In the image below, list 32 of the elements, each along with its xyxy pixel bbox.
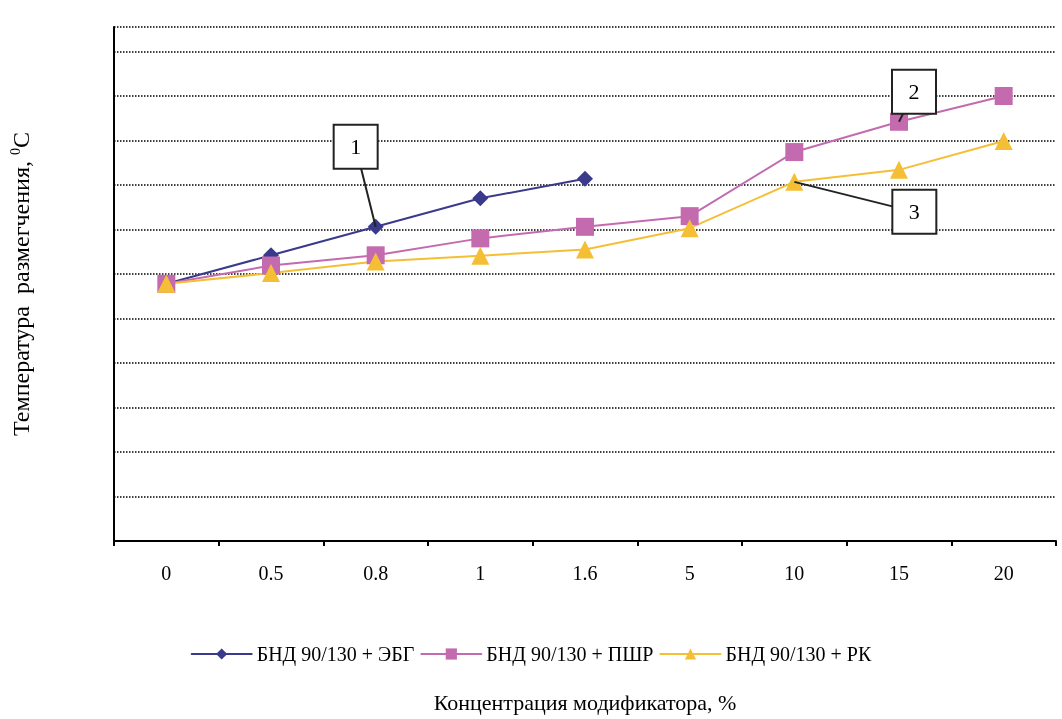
point <box>785 172 804 191</box>
legend-label: БНД 90/130 + ЭБГ <box>256 643 415 666</box>
x-tick-label: 1 <box>475 562 486 584</box>
legend-label: БНД 90/130 + ПШР <box>486 643 654 666</box>
x-tick-label: 15 <box>889 562 909 584</box>
legend-label: БНД 90/130 + РК <box>725 643 872 666</box>
x-tick-label: 0.8 <box>363 562 389 584</box>
x-axis-title: Концентрация модификатора, % <box>433 689 737 715</box>
x-tick-label: 0 <box>161 562 172 584</box>
point <box>471 229 490 248</box>
point <box>262 264 280 283</box>
point <box>994 86 1013 105</box>
x-tick-label: 5 <box>684 562 695 584</box>
point <box>680 207 699 226</box>
point <box>577 170 593 187</box>
annotation: 2 <box>908 79 920 105</box>
point <box>471 246 490 265</box>
x-tick-label: 1.6 <box>572 562 598 584</box>
point <box>576 217 594 236</box>
point <box>994 131 1013 150</box>
point <box>366 252 385 271</box>
point <box>785 143 804 162</box>
x-tick-label: 10 <box>784 562 805 584</box>
point <box>890 160 908 179</box>
x-tick-label: 20 <box>993 562 1014 584</box>
x-tick-label: 0.5 <box>258 562 284 584</box>
annotation: 1 <box>350 134 362 160</box>
annotation: 3 <box>908 199 920 225</box>
point <box>680 219 699 238</box>
point <box>576 240 594 259</box>
point <box>472 190 489 207</box>
y-axis-title: Температура размегчения, 0C <box>7 132 34 436</box>
